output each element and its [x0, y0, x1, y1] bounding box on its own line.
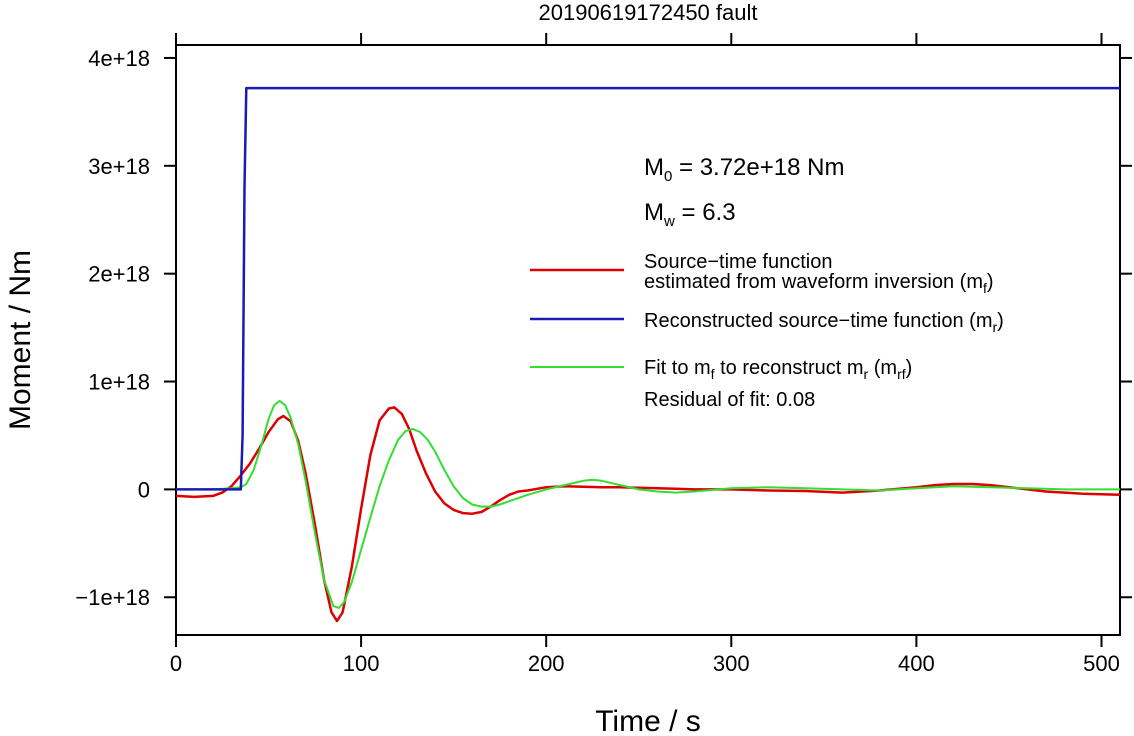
plot-frame	[175, 44, 1121, 636]
moment-magnitude-annotation: Mw = 6.3	[644, 199, 736, 230]
legend: Source−time function estimated from wave…	[530, 251, 1004, 382]
x-tick-label: 0	[170, 651, 182, 676]
x-tick-label: 100	[343, 651, 380, 676]
series-line-fit	[176, 399, 1120, 609]
chart-title: 20190619172450 fault	[539, 0, 758, 25]
y-tick-label: 0	[138, 477, 150, 502]
y-tick-label: 2e+18	[88, 262, 150, 287]
legend-label-source-time-function-line1: Source−time function	[644, 251, 832, 273]
series-line-reconstructed	[176, 86, 1120, 491]
x-tick-label: 400	[898, 651, 935, 676]
x-axis-title: Time / s	[595, 705, 701, 736]
y-axis-title: Moment / Nm	[4, 250, 37, 430]
series-layer	[175, 86, 1121, 623]
annotation-block: M0 = 3.72e+18 Nm Mw = 6.3 Residual of fi…	[644, 154, 844, 411]
x-axis: 0 100 200 300 400 500	[170, 33, 1120, 676]
y-tick-label: 4e+18	[88, 46, 150, 71]
y-tick-label: 3e+18	[88, 154, 150, 179]
legend-label-reconstructed: Reconstructed source−time function (mr)	[644, 310, 1004, 335]
x-tick-label: 300	[713, 651, 750, 676]
x-tick-label: 500	[1083, 651, 1120, 676]
residual-annotation: Residual of fit: 0.08	[644, 389, 815, 411]
seismic-moment-annotation: M0 = 3.72e+18 Nm	[644, 154, 844, 185]
y-tick-label: −1e+18	[75, 585, 150, 610]
x-tick-label: 200	[528, 651, 565, 676]
plot-area	[175, 44, 1121, 636]
legend-label-fit: Fit to mf to reconstruct mr (mrf)	[644, 357, 912, 382]
y-axis: −1e+18 0 1e+18 2e+18 3e+18 4e+18	[75, 46, 1132, 610]
legend-label-source-time-function-line2: estimated from waveform inversion (mf)	[644, 271, 994, 296]
y-tick-label: 1e+18	[88, 370, 150, 395]
